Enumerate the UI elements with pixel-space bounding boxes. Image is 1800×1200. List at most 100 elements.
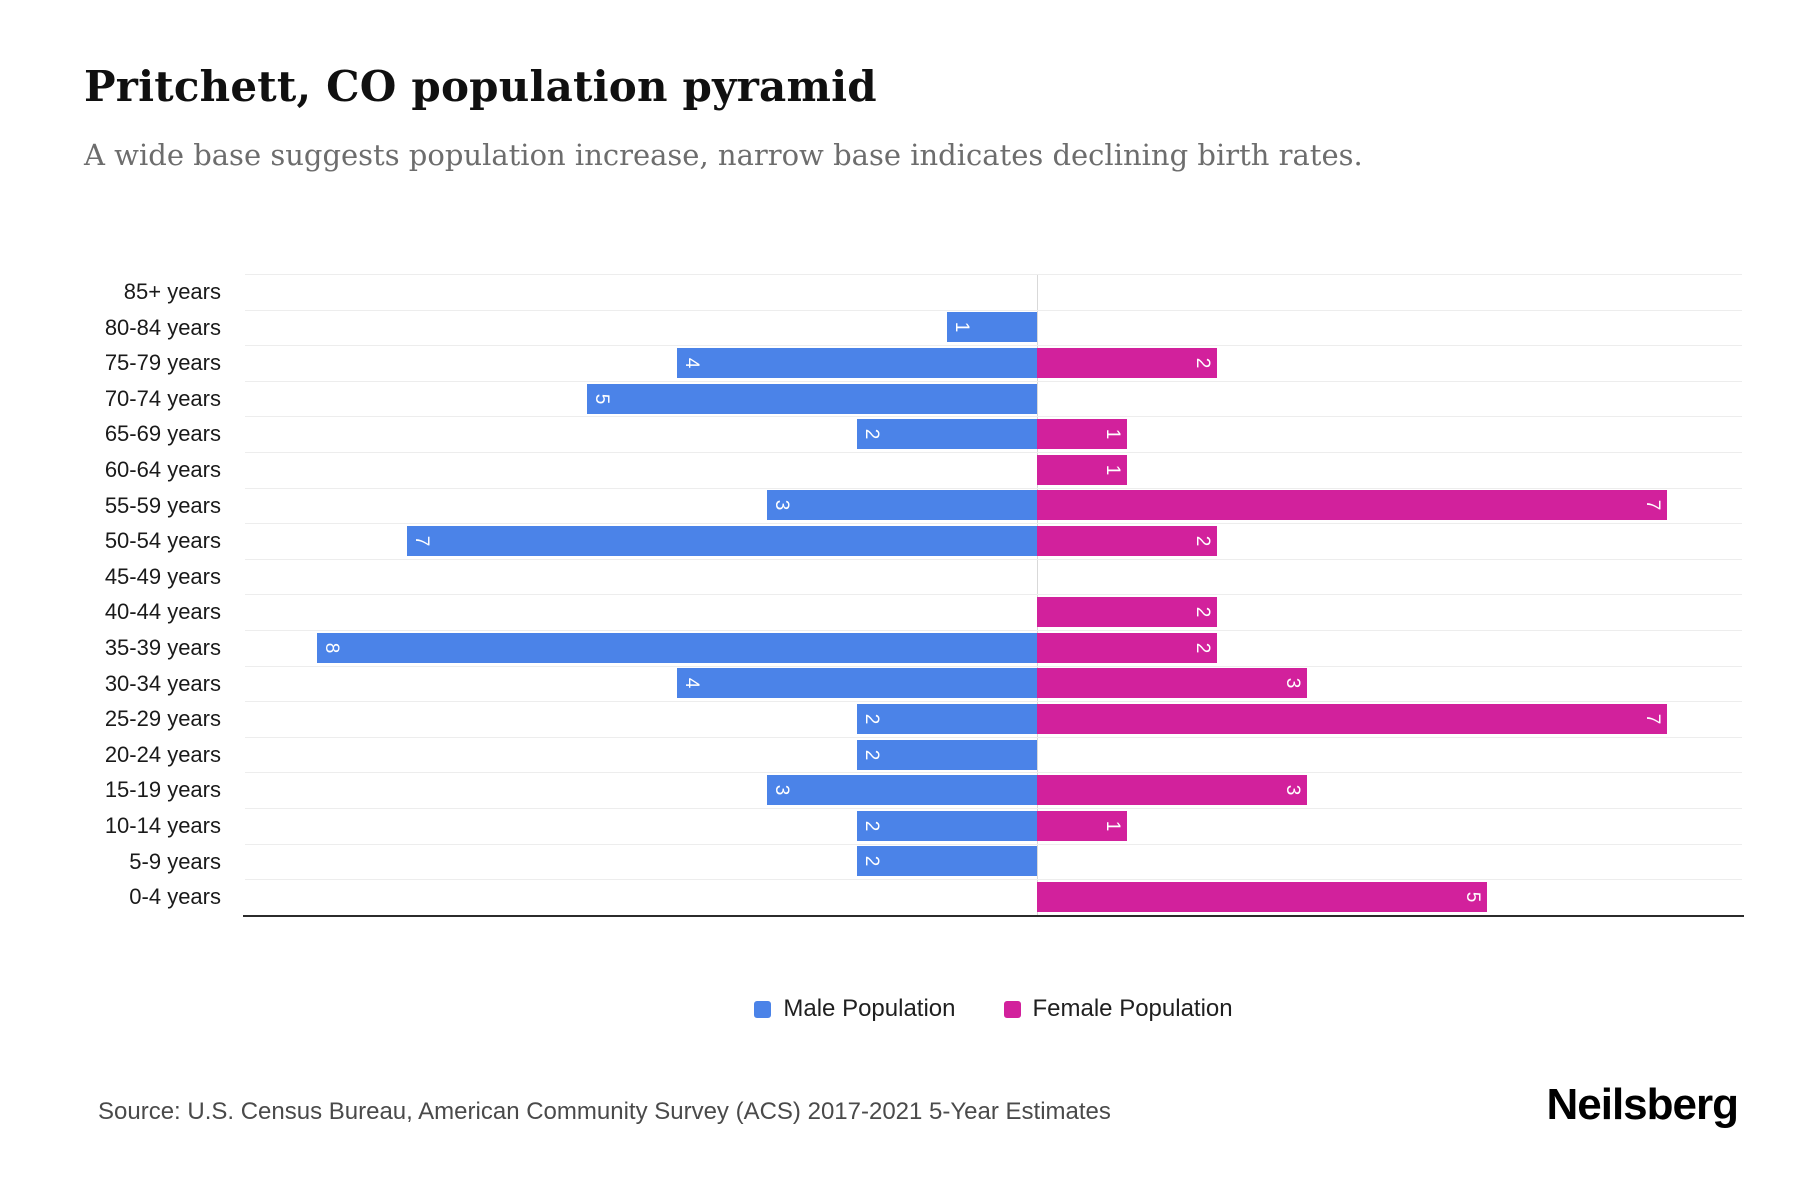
y-axis-labels: 85+ years 80-84 years 75-79 years 70-74 yea… [0,274,233,915]
bar-value-label: 3 [770,784,792,796]
gridline [245,487,1742,489]
gridline [245,274,1742,275]
male-bar-4[interactable]: 2 [857,419,1037,450]
y-axis-label: 5-9 years [129,848,221,874]
female-bar-9[interactable]: 2 [1037,597,1217,628]
y-axis-label: 65-69 years [104,421,221,447]
legend-label-male: Male Population [783,995,956,1022]
bar-value-label: 1 [1102,464,1124,476]
male-bar-10[interactable]: 8 [317,632,1037,663]
bar-value-label: 2 [860,713,882,725]
y-axis-label: 50-54 years [104,528,221,554]
gridline [245,523,1742,525]
male-bar-6[interactable]: 3 [767,490,1037,521]
gridline [245,380,1742,382]
y-axis-label: 55-59 years [104,492,221,518]
y-axis-label: 70-74 years [104,385,221,411]
gridline [245,843,1742,845]
population-pyramid-chart: 85+ years 80-84 years 75-79 years 70-74 yea… [0,274,1800,974]
male-bar-14[interactable]: 3 [767,775,1037,806]
chart-legend: Male Population Female Population [245,995,1742,1023]
y-axis-label: 35-39 years [104,635,221,660]
bar-value-label: 4 [680,678,702,689]
bar-value-label: 2 [1192,357,1214,369]
female-bar-15[interactable]: 1 [1037,810,1127,841]
gridline [245,594,1742,596]
gridline [245,630,1742,631]
female-bar-14[interactable]: 3 [1037,775,1307,806]
gridline [245,309,1742,311]
male-bar-2[interactable]: 4 [677,348,1037,378]
page-title: Pritchett, CO population pyramid [84,62,877,111]
female-bar-5[interactable]: 1 [1037,454,1127,485]
bar-value-label: 2 [1192,535,1214,547]
bar-value-label: 7 [1642,500,1664,511]
female-bar-12[interactable]: 7 [1037,704,1667,734]
female-bar-2[interactable]: 2 [1037,348,1217,378]
bar-value-label: 1 [1102,820,1124,832]
page-subtitle: A wide base suggests population increase… [84,138,1363,172]
male-bar-3[interactable]: 5 [587,383,1037,414]
male-bar-12[interactable]: 2 [857,704,1037,734]
y-axis-label: 0-4 years [129,884,221,910]
bar-value-label: 7 [410,535,432,547]
bar-value-label: 5 [590,393,612,404]
y-axis-label: 10-14 years [104,813,221,838]
source-text: Source: U.S. Census Bureau, American Com… [98,1098,1111,1125]
bar-value-label: 7 [1642,713,1664,725]
gridline [245,665,1742,667]
gridline [245,416,1742,418]
female-bar-6[interactable]: 7 [1037,490,1667,521]
male-bar-1[interactable]: 1 [947,312,1037,343]
bar-value-label: 8 [320,642,342,654]
female-swatch-icon [1003,1000,1021,1018]
male-bar-11[interactable]: 4 [677,668,1037,699]
male-bar-13[interactable]: 2 [857,739,1037,770]
bar-value-label: 5 [1462,891,1484,903]
y-axis-label: 20-24 years [104,741,221,767]
gridline [245,772,1742,774]
legend-item-male[interactable]: Male Population [754,995,956,1023]
male-bar-15[interactable]: 2 [857,810,1037,841]
bar-value-label: 1 [950,322,972,333]
y-axis-label: 30-34 years [104,670,221,696]
bar-value-label: 2 [1192,642,1214,654]
y-axis-label: 75-79 years [104,350,221,376]
y-axis-label: 85+ years [123,279,221,304]
female-bar-7[interactable]: 2 [1037,526,1217,556]
bar-value-label: 3 [1282,678,1304,689]
y-axis-label: 15-19 years [104,777,221,803]
gridline [245,879,1742,881]
plot-area: 1 4 5 2 3 7 8 4 2 2 3 2 2 2 1 1 7 2 2 2 3 7 3 1 5 [245,274,1742,915]
bar-value-label: 2 [860,856,882,867]
bar-value-label: 1 [1102,428,1124,440]
bar-value-label: 2 [1192,606,1214,618]
female-bar-17[interactable]: 5 [1037,882,1487,912]
gridline [245,736,1742,738]
male-bar-7[interactable]: 7 [407,526,1037,556]
y-axis-label: 25-29 years [104,706,221,732]
female-bar-11[interactable]: 3 [1037,668,1307,699]
legend-item-female[interactable]: Female Population [1003,995,1233,1023]
gridline [245,558,1742,560]
x-axis-line [243,915,1744,917]
bar-value-label: 4 [680,357,702,369]
gridline [245,345,1742,347]
brand-logo: Neilsberg [1546,1080,1739,1129]
y-axis-label: 45-49 years [104,563,221,589]
bar-value-label: 2 [860,820,882,832]
female-bar-10[interactable]: 2 [1037,632,1217,663]
male-bar-16[interactable]: 2 [857,846,1037,877]
gridline [245,452,1742,453]
bar-value-label: 3 [1282,784,1304,796]
legend-label-female: Female Population [1032,995,1233,1022]
y-axis-label: 40-44 years [104,599,221,625]
y-axis-label: 80-84 years [104,314,221,340]
female-bar-4[interactable]: 1 [1037,419,1127,450]
y-axis-label: 60-64 years [104,457,221,482]
male-swatch-icon [754,1000,772,1018]
gridline [245,701,1742,703]
bar-value-label: 2 [860,428,882,440]
bar-value-label: 2 [860,749,882,760]
